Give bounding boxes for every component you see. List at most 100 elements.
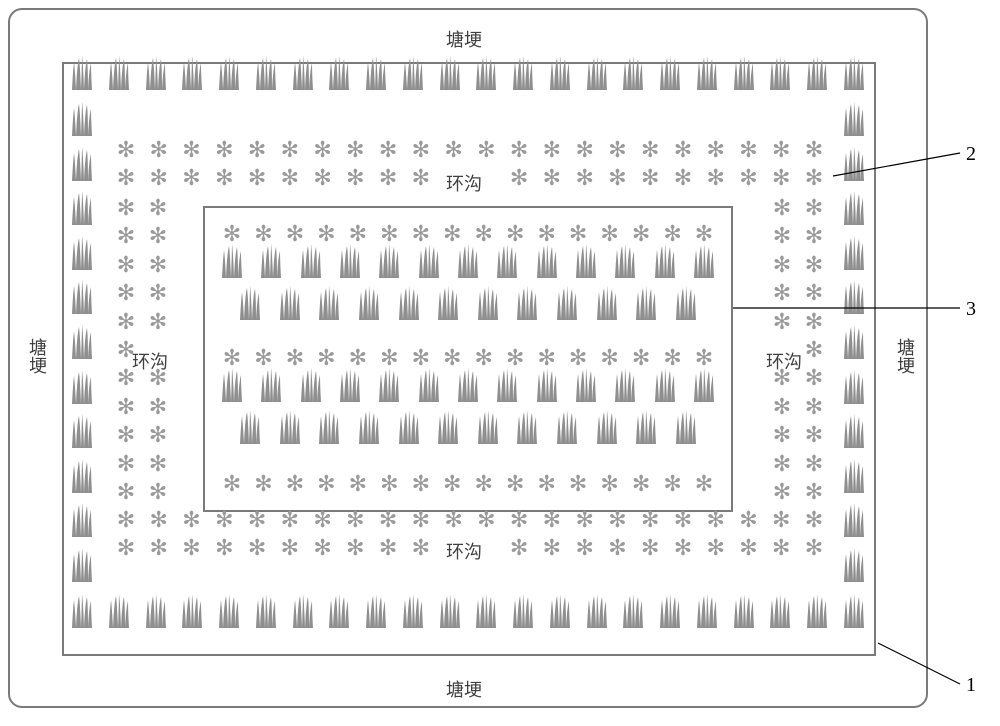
grass-icon [455,244,481,278]
flower-icon: ✻ [349,347,367,369]
flower-icon: ✻ [773,453,791,475]
grass-icon [69,147,95,181]
flower-icon: ✻ [805,254,823,276]
flower-icon: ✻ [772,167,790,189]
grass-icon [69,280,95,314]
flower-icon: ✻ [117,509,135,531]
flower-icon: ✻ [773,282,791,304]
grass-icon [547,594,573,628]
flower-icon: ✻ [575,509,593,531]
grass-icon [376,244,402,278]
grass-icon [69,236,95,270]
grass-icon [804,594,830,628]
grass-icon [258,244,284,278]
grass-icon [633,410,659,444]
flower-icon: ✻ [380,473,398,495]
flower-icon: ✻ [443,223,461,245]
flower-icon: ✻ [346,139,364,161]
flower-icon: ✻ [150,509,168,531]
flower-icon: ✻ [150,139,168,161]
flower-icon: ✻ [412,139,430,161]
flower-icon: ✻ [537,347,555,369]
grass-icon [514,286,540,320]
grass-icon [691,368,717,402]
grass-icon [69,594,95,628]
grass-icon [652,368,678,402]
flower-icon: ✻ [248,139,266,161]
grass-icon [326,56,352,90]
grass-icon [841,548,867,582]
flower-icon: ✻ [117,396,135,418]
flower-icon: ✻ [248,167,266,189]
callout-3: 3 [966,298,976,321]
flower-icon: ✻ [313,509,331,531]
flower-icon: ✻ [117,424,135,446]
flower-icon: ✻ [475,347,493,369]
grass-icon [841,280,867,314]
flower-icon: ✻ [379,509,397,531]
flower-icon: ✻ [117,537,135,559]
flower-icon: ✻ [506,473,524,495]
grass-icon [673,286,699,320]
grass-icon [554,410,580,444]
flower-icon: ✻ [569,223,587,245]
flower-icon: ✻ [706,167,724,189]
grass-icon [633,286,659,320]
grass-icon [694,594,720,628]
flower-icon: ✻ [674,537,692,559]
grass-icon [841,594,867,628]
flower-icon: ✻ [773,254,791,276]
flower-icon: ✻ [663,473,681,495]
flower-icon: ✻ [772,537,790,559]
grass-icon [356,410,382,444]
grass-icon [106,56,132,90]
flower-icon: ✻ [317,473,335,495]
flower-icon: ✻ [281,139,299,161]
flower-icon: ✻ [117,481,135,503]
flower-icon: ✻ [182,509,200,531]
grass-icon [253,56,279,90]
flower-icon: ✻ [805,453,823,475]
grass-icon [435,410,461,444]
grass-icon [475,286,501,320]
grass-icon [143,594,169,628]
flower-icon: ✻ [149,424,167,446]
flower-icon: ✻ [600,223,618,245]
grass-icon [216,56,242,90]
flower-icon: ✻ [695,223,713,245]
grass-icon [179,594,205,628]
flower-icon: ✻ [695,347,713,369]
flower-icon: ✻ [537,223,555,245]
grass-icon [69,370,95,404]
grass-icon [594,410,620,444]
grass-icon [584,594,610,628]
flower-icon: ✻ [773,481,791,503]
flower-icon: ✻ [674,139,692,161]
flower-icon: ✻ [608,167,626,189]
flower-icon: ✻ [773,424,791,446]
flower-icon: ✻ [215,537,233,559]
flower-icon: ✻ [215,509,233,531]
grass-icon [841,102,867,136]
grass-icon [547,56,573,90]
grass-icon [473,594,499,628]
grass-icon [841,459,867,493]
flower-icon: ✻ [117,167,135,189]
grass-icon [554,286,580,320]
flower-icon: ✻ [706,139,724,161]
flower-icon: ✻ [674,509,692,531]
grass-icon [455,368,481,402]
grass-icon [237,410,263,444]
flower-icon: ✻ [286,473,304,495]
grass-icon [584,56,610,90]
flower-icon: ✻ [477,509,495,531]
flower-icon: ✻ [575,537,593,559]
flower-icon: ✻ [706,537,724,559]
flower-icon: ✻ [443,473,461,495]
grass-icon [400,594,426,628]
grass-icon [612,368,638,402]
grass-icon [691,244,717,278]
flower-icon: ✻ [477,139,495,161]
flower-icon: ✻ [575,139,593,161]
grass-icon [652,244,678,278]
